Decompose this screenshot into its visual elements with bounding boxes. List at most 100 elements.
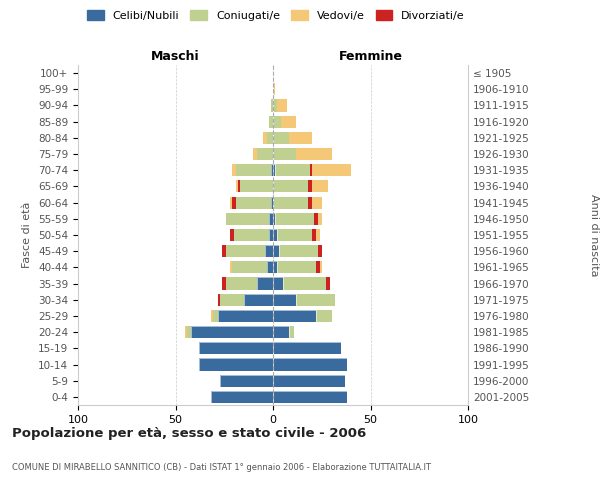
Bar <box>218 294 220 306</box>
Bar <box>273 326 289 338</box>
Bar <box>289 132 312 144</box>
Bar <box>199 358 273 370</box>
Bar <box>271 196 273 208</box>
Bar <box>230 196 232 208</box>
Bar <box>218 310 273 322</box>
Bar <box>277 100 287 112</box>
Bar <box>273 196 308 208</box>
Bar <box>222 245 226 258</box>
Bar <box>236 196 271 208</box>
Bar <box>187 326 191 338</box>
Bar <box>230 229 234 241</box>
Bar <box>271 164 273 176</box>
Bar <box>273 212 275 225</box>
Bar <box>279 245 318 258</box>
Bar <box>275 164 310 176</box>
Text: Maschi: Maschi <box>151 50 200 62</box>
Bar <box>273 326 289 338</box>
Bar <box>226 278 257 289</box>
Text: Popolazione per età, sesso e stato civile - 2006: Popolazione per età, sesso e stato civil… <box>12 428 366 440</box>
Bar <box>253 148 257 160</box>
Bar <box>220 374 273 387</box>
Bar <box>211 391 273 403</box>
Y-axis label: Anni di nascita: Anni di nascita <box>589 194 599 276</box>
Text: COMUNE DI MIRABELLO SANNITICO (CB) - Dati ISTAT 1° gennaio 2006 - Elaborazione T: COMUNE DI MIRABELLO SANNITICO (CB) - Dat… <box>12 462 431 471</box>
Bar <box>273 180 308 192</box>
Bar <box>273 374 345 387</box>
Bar <box>273 148 296 160</box>
Bar <box>211 310 212 322</box>
Bar <box>316 262 320 274</box>
Bar <box>275 212 314 225</box>
Bar <box>273 358 347 370</box>
Bar <box>296 148 331 160</box>
Bar <box>273 310 316 322</box>
Bar <box>185 326 187 338</box>
Bar <box>308 180 312 192</box>
Bar <box>320 262 322 274</box>
Bar <box>273 164 275 176</box>
Bar <box>267 262 273 274</box>
Bar <box>271 196 273 208</box>
Bar <box>232 196 236 208</box>
Bar <box>271 100 273 112</box>
Bar <box>226 245 265 258</box>
Bar <box>273 294 296 306</box>
Bar <box>257 148 273 160</box>
Bar <box>236 180 238 192</box>
Bar <box>236 164 271 176</box>
Bar <box>316 310 331 322</box>
Bar <box>273 229 277 241</box>
Bar <box>318 245 322 258</box>
Bar <box>240 180 273 192</box>
Bar <box>296 294 335 306</box>
Bar <box>230 262 232 274</box>
Y-axis label: Fasce di età: Fasce di età <box>22 202 32 268</box>
Bar <box>226 212 269 225</box>
Bar <box>222 278 226 289</box>
Bar <box>310 164 312 176</box>
Bar <box>273 342 341 354</box>
Bar <box>273 132 289 144</box>
Bar <box>283 278 326 289</box>
Bar <box>265 245 273 258</box>
Bar <box>263 132 267 144</box>
Bar <box>273 358 347 370</box>
Bar <box>326 278 329 289</box>
Bar <box>318 212 322 225</box>
Bar <box>234 229 269 241</box>
Bar <box>232 164 236 176</box>
Bar <box>314 212 318 225</box>
Bar <box>199 358 273 370</box>
Bar <box>232 262 267 274</box>
Bar <box>273 262 277 274</box>
Bar <box>220 294 244 306</box>
Bar <box>269 229 273 241</box>
Bar <box>316 229 320 241</box>
Bar <box>273 391 347 403</box>
Bar <box>312 229 316 241</box>
Bar <box>271 164 273 176</box>
Bar <box>273 164 275 176</box>
Bar <box>238 180 240 192</box>
Bar <box>273 229 277 241</box>
Bar <box>199 342 273 354</box>
Bar <box>269 212 273 225</box>
Bar <box>273 245 279 258</box>
Bar <box>273 391 347 403</box>
Bar <box>273 278 283 289</box>
Bar <box>269 212 273 225</box>
Bar <box>212 310 218 322</box>
Bar <box>273 374 345 387</box>
Bar <box>267 132 273 144</box>
Bar <box>273 310 316 322</box>
Bar <box>277 262 316 274</box>
Bar <box>312 196 322 208</box>
Bar <box>218 310 273 322</box>
Bar <box>273 342 341 354</box>
Bar <box>267 262 273 274</box>
Bar <box>312 164 351 176</box>
Bar <box>308 196 312 208</box>
Bar <box>273 212 275 225</box>
Bar <box>273 278 283 289</box>
